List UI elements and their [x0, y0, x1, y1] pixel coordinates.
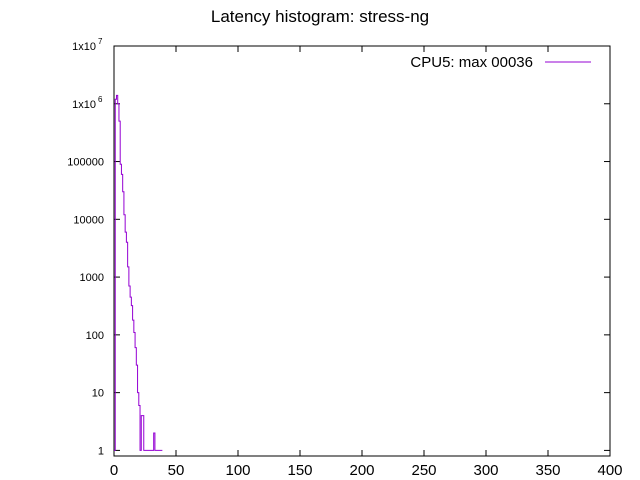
y-tick-label: 1: [98, 445, 104, 457]
y-tick-label: 1x10: [72, 99, 96, 111]
y-tick-exponent: 6: [98, 95, 103, 104]
y-tick-label: 100000: [67, 157, 104, 169]
y-tick-label: 1x10: [72, 41, 96, 53]
x-tick-label: 400: [597, 462, 622, 479]
x-tick-label: 250: [411, 462, 436, 479]
x-tick-label: 0: [110, 462, 118, 479]
y-tick-label: 10: [92, 388, 104, 400]
y-tick-label: 1000: [80, 272, 104, 284]
series-layer: [114, 94, 163, 451]
x-tick-label: 300: [473, 462, 498, 479]
legend: CPU5: max 00036: [410, 54, 591, 71]
y-tick-label: 100: [86, 330, 104, 342]
x-tick-label: 100: [225, 462, 250, 479]
x-tick-label: 50: [168, 462, 185, 479]
plot-frame: [113, 45, 611, 457]
x-axis: 0 50 100 150 200 250 300 350 400: [110, 46, 623, 479]
series-line: [114, 94, 163, 451]
chart-title: Latency histogram: stress-ng: [211, 7, 429, 26]
x-tick-label: 150: [287, 462, 312, 479]
x-tick-label: 350: [535, 462, 560, 479]
y-tick-exponent: 7: [98, 37, 103, 46]
legend-label: CPU5: max 00036: [410, 54, 533, 71]
y-tick-label: 10000: [73, 214, 104, 226]
x-tick-label: 200: [349, 462, 374, 479]
